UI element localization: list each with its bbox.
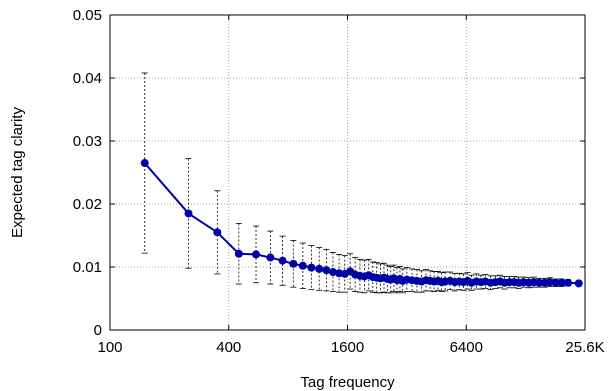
data-point (278, 256, 287, 265)
y-axis-label: Expected tag clarity (9, 107, 26, 238)
data-point (328, 268, 337, 277)
data-point (234, 249, 243, 258)
x-tick-label: 1600 (331, 339, 364, 356)
data-point (184, 209, 193, 218)
data-point (535, 278, 544, 287)
data-point (307, 263, 316, 272)
x-tick-label: 100 (97, 339, 122, 356)
data-point (266, 253, 275, 262)
series-line (143, 162, 579, 285)
data-point (289, 259, 298, 268)
x-tick-label: 25.6K (565, 339, 604, 356)
axis-ticks: 0 0.01 0.02 0.03 0.04 0.05 100 400 1600 6400 25.6K (73, 7, 605, 356)
x-axis-label: Tag frequency (300, 374, 395, 391)
y-tick-label: 0.02 (73, 196, 102, 213)
data-point (322, 266, 331, 275)
data-point (140, 159, 149, 168)
grid (110, 15, 585, 330)
y-tick-label: 0.01 (73, 259, 102, 276)
y-tick-label: 0.03 (73, 133, 102, 150)
data-point (315, 264, 324, 273)
data-point (252, 250, 261, 259)
x-tick-label: 6400 (450, 339, 483, 356)
x-tick-label: 400 (216, 339, 241, 356)
data-point (545, 278, 554, 287)
y-tick-label: 0 (94, 322, 102, 339)
y-tick-label: 0.04 (73, 70, 102, 87)
data-point (213, 228, 222, 237)
error-bars (141, 72, 582, 294)
y-tick-label: 0.05 (73, 7, 102, 24)
series-markers (140, 159, 583, 288)
data-point (564, 278, 573, 287)
data-point (574, 279, 583, 288)
data-point (551, 278, 560, 287)
data-point (557, 278, 566, 287)
data-point (298, 261, 307, 270)
series-line-group (143, 162, 579, 285)
